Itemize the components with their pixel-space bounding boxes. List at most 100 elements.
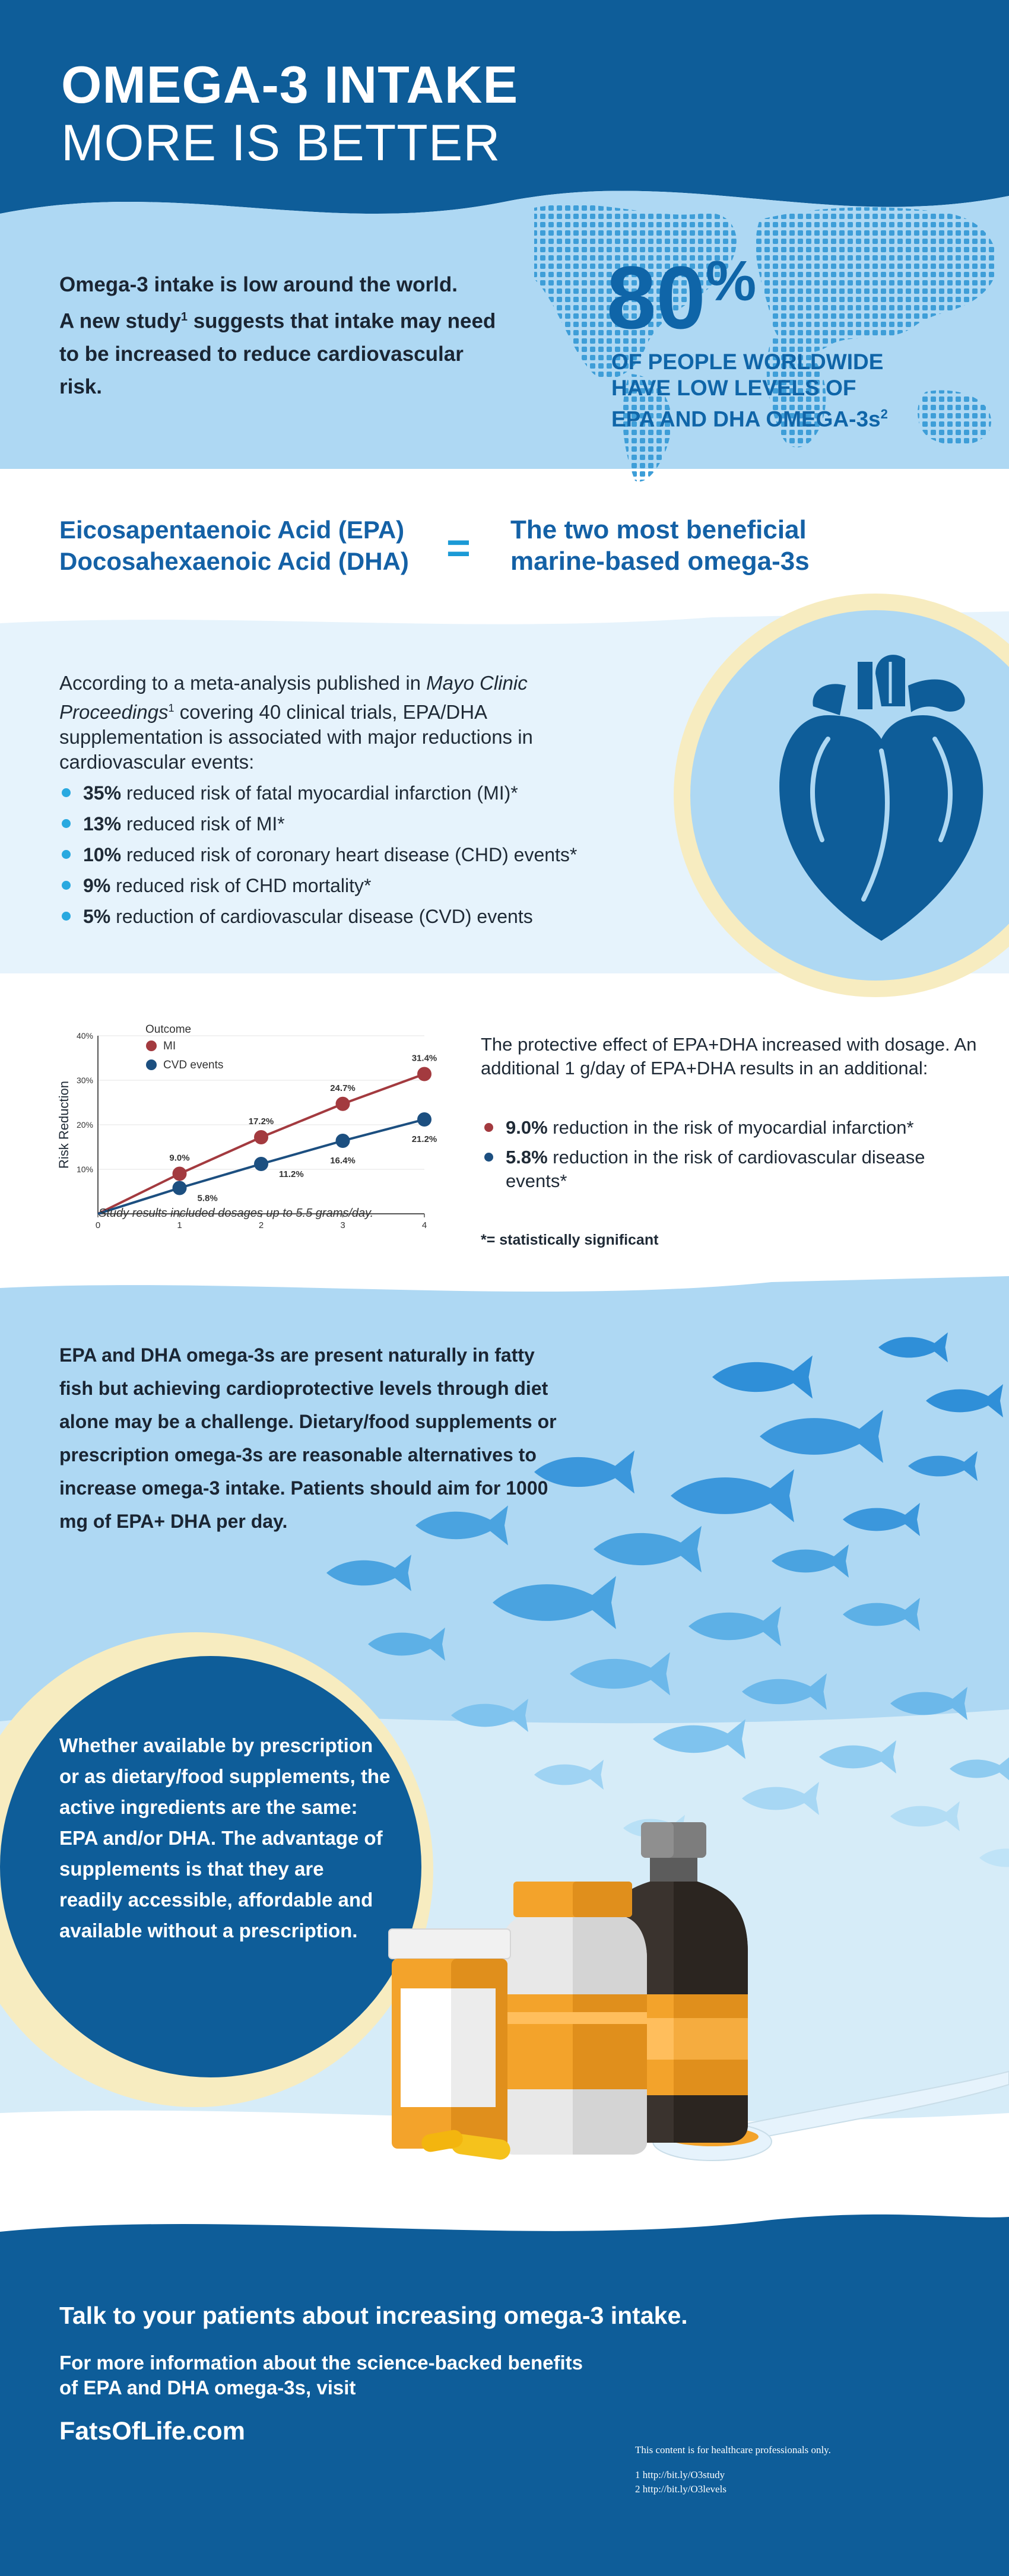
data-label: 16.4% <box>330 1156 356 1166</box>
bullet-icon <box>484 1153 493 1162</box>
reduction-pct: 5% <box>83 906 111 927</box>
data-point <box>172 1166 187 1181</box>
meta-footnote: 1 <box>168 702 174 714</box>
y-tick-label: 10% <box>77 1165 93 1174</box>
protective-pct: 5.8% <box>506 1147 548 1168</box>
intro-text-a: Omega-3 intake is low around the world. <box>59 273 458 296</box>
reduction-pct: 10% <box>83 844 122 865</box>
intro-footnote: 1 <box>180 310 188 323</box>
fish-text: EPA and DHA omega-3s are present natural… <box>59 1344 557 1532</box>
pill-bottle-icon <box>388 1928 511 2149</box>
bullet-icon <box>62 912 71 921</box>
list-item: 5% reduction of cardiovascular disease (… <box>59 901 577 932</box>
legend-label: MI <box>163 1040 176 1052</box>
data-point <box>172 1181 187 1195</box>
fish-icon <box>534 1759 604 1790</box>
footer-more-info: For more information about the science-b… <box>59 2352 583 2399</box>
fish-icon <box>926 1384 1003 1417</box>
y-tick-label: 20% <box>77 1120 93 1130</box>
acid-desc-line-2: marine-based omega-3s <box>510 547 810 576</box>
reduction-pct: 13% <box>83 813 122 835</box>
fish-icon <box>979 1848 1009 1867</box>
reduction-pct: 35% <box>83 782 122 804</box>
data-label: 9.0% <box>169 1153 189 1163</box>
data-point <box>335 1134 350 1148</box>
fish-icon <box>671 1469 794 1522</box>
fish-icon <box>819 1740 896 1774</box>
heart-circle <box>674 594 1009 997</box>
fish-school <box>326 1332 1009 1867</box>
acid-desc-line-1: The two most beneficial <box>510 515 807 544</box>
data-point <box>335 1096 350 1111</box>
fish-icon <box>368 1628 445 1661</box>
meta-part-2: covering 40 clinical trials, EPA/DHA sup… <box>59 701 533 773</box>
supplement-circle <box>0 1632 433 2107</box>
heart-icon <box>779 655 983 941</box>
world-map-icon <box>534 204 997 482</box>
stat-footnote: 2 <box>880 407 888 421</box>
fish-icon <box>843 1598 920 1631</box>
stat-number: 80% <box>607 253 756 342</box>
fish-icon <box>688 1606 781 1647</box>
bullet-icon <box>484 1123 493 1132</box>
fish-icon <box>843 1503 920 1536</box>
list-item: 9.0% reduction in the risk of myocardial… <box>481 1116 973 1140</box>
data-label: 11.2% <box>279 1169 304 1179</box>
intro-text-b: A new study <box>59 309 181 333</box>
fish-icon <box>415 1505 508 1546</box>
x-tick-label: 4 <box>422 1220 427 1230</box>
reduction-text: reduction of cardiovascular disease (CVD… <box>110 906 533 927</box>
fish-icon <box>760 1410 883 1463</box>
epa-name: Eicosapentaenoic Acid (EPA) <box>59 516 405 544</box>
meta-part-1: According to a meta-analysis published i… <box>59 672 427 694</box>
data-point <box>417 1067 431 1081</box>
bullet-icon <box>62 819 71 828</box>
stat-line-3: EPA AND DHA OMEGA-3s <box>611 407 881 432</box>
protective-pct: 9.0% <box>506 1117 548 1138</box>
supplement-bottles <box>388 1822 1009 2161</box>
fish-icon <box>742 1782 819 1815</box>
intro-text-c: suggests that intake may need to be incr… <box>59 309 496 398</box>
x-tick-label: 1 <box>177 1220 182 1230</box>
protective-list: 9.0% reduction in the risk of myocardial… <box>481 1116 973 1199</box>
x-tick-label: 0 <box>96 1220 100 1230</box>
data-label: 24.7% <box>330 1083 356 1093</box>
bullet-icon <box>62 788 71 797</box>
reduction-text: reduced risk of CHD mortality* <box>110 875 372 896</box>
capsule-icon <box>421 2130 510 2160</box>
data-label: 5.8% <box>198 1194 218 1204</box>
reduction-pct: 9% <box>83 875 111 896</box>
fish-icon <box>594 1525 702 1573</box>
page-subtitle: MORE IS BETTER <box>61 115 501 172</box>
fish-icon <box>712 1355 813 1399</box>
chart-note: Study results included dosages up to 5.5… <box>99 1207 374 1220</box>
y-tick-label: 30% <box>77 1076 93 1085</box>
data-point <box>254 1130 268 1144</box>
fatsoflife-link[interactable]: FatsOfLife.com <box>59 2417 245 2445</box>
list-item: 9% reduced risk of CHD mortality* <box>59 870 577 901</box>
legend-title: Outcome <box>145 1023 191 1036</box>
footer-headline: Talk to your patients about increasing o… <box>59 2302 688 2329</box>
protective-text: The protective effect of EPA+DHA increas… <box>481 1034 977 1078</box>
stat-line-2: HAVE LOW LEVELS OF <box>611 376 856 400</box>
fish-icon <box>570 1652 670 1696</box>
x-tick-label: 2 <box>259 1220 264 1230</box>
dha-name: Docosahexaenoic Acid (DHA) <box>59 547 409 575</box>
pill-bottle-icon <box>499 1882 647 2155</box>
stat-label: OF PEOPLE WORLDWIDE HAVE LOW LEVELS OF E… <box>611 349 944 432</box>
legend-marker <box>146 1040 157 1051</box>
acid-description: The two most beneficial marine-based ome… <box>510 514 810 577</box>
data-point <box>417 1112 431 1127</box>
list-item: 5.8% reduction in the risk of cardiovasc… <box>481 1146 973 1193</box>
equals-sign: = <box>446 525 471 571</box>
fish-icon <box>890 1801 960 1832</box>
fish-icon <box>890 1687 967 1720</box>
list-item: 10% reduced risk of coronary heart disea… <box>59 839 577 870</box>
protective-item-text: reduction in the risk of myocardial infa… <box>547 1117 914 1138</box>
fish-icon <box>451 1699 528 1732</box>
y-tick-label: 40% <box>77 1031 93 1040</box>
fish-icon <box>772 1544 849 1578</box>
reference-2: 2 http://bit.ly/O3levels <box>635 2483 726 2495</box>
data-label: 21.2% <box>412 1134 437 1144</box>
fish-icon <box>878 1332 948 1363</box>
